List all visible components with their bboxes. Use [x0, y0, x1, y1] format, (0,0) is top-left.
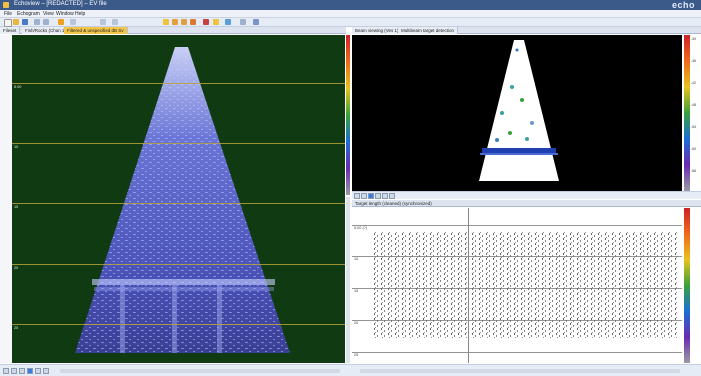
- tab-fish-rocks[interactable]: Fish/Rocks (Chan 1): [22, 27, 71, 34]
- bottom-first-button[interactable]: [3, 368, 9, 374]
- ruler-icon[interactable]: [181, 19, 187, 25]
- depth-line-4: [352, 320, 682, 321]
- tab-filtered-sv[interactable]: Filtered & unspecified dB Sv: [64, 27, 128, 34]
- bottom-stop-button[interactable]: [19, 368, 25, 374]
- cursor-line[interactable]: [468, 208, 469, 363]
- left-tab-strip: Fileset Fish/Rocks (Chan 1) Filtered & u…: [0, 27, 346, 34]
- tab-multibeam-target-detection[interactable]: Multibeam target detection: [398, 27, 459, 34]
- menu-view[interactable]: View: [43, 11, 54, 17]
- menu-help[interactable]: Help: [75, 11, 86, 17]
- range-line-2: [12, 143, 345, 144]
- left-colorbar: [346, 35, 350, 195]
- range-label: 25: [14, 326, 19, 330]
- target-length-echogram[interactable]: 5.00 (?) 10 15 20 25: [352, 208, 682, 363]
- depth-label: 15: [354, 289, 359, 293]
- depth-line-5: [352, 352, 682, 353]
- undo-icon[interactable]: [34, 19, 40, 25]
- zoom-icon[interactable]: [58, 19, 64, 25]
- depth-line-1: [352, 225, 682, 226]
- beam-view-nav: [352, 191, 701, 199]
- nav-next-button[interactable]: [382, 193, 388, 199]
- export-icon[interactable]: [225, 19, 231, 25]
- range-line-4: [12, 264, 345, 265]
- beam-view-panel[interactable]: [352, 35, 682, 191]
- nav-last-button[interactable]: [389, 193, 395, 199]
- right-beam-fan: [479, 40, 559, 181]
- target-length-header: Target length (cleaned) (synchronized): [352, 200, 701, 207]
- left-ping-scale: [0, 35, 12, 363]
- depth-label: 10: [354, 257, 359, 261]
- target-scatter: [372, 232, 677, 338]
- save-icon[interactable]: [22, 19, 28, 25]
- range-label: 5.00: [14, 85, 22, 89]
- horizontal-scrollbar-left[interactable]: [60, 369, 340, 373]
- right-tab-strip: Beam viewing (Ves 1) Multibeam target de…: [352, 27, 701, 34]
- nav-stop-button[interactable]: [375, 193, 381, 199]
- right-colorbar-ticks: -30 -36 -42 -48 -54 -60 -66: [691, 37, 697, 173]
- bottom-next-button[interactable]: [35, 368, 41, 374]
- depth-label: 5.00 (?): [354, 226, 368, 230]
- highlight-icon[interactable]: [163, 19, 169, 25]
- depth-label: 20: [354, 321, 359, 325]
- horizontal-scrollbar-right[interactable]: [360, 369, 680, 373]
- range-line-5: [12, 324, 345, 325]
- toolbar: [0, 18, 701, 27]
- range-label: 20: [14, 266, 19, 270]
- settings-icon[interactable]: [240, 19, 246, 25]
- nav-prev-button[interactable]: [361, 193, 367, 199]
- app-icon: [3, 2, 9, 8]
- menu-echogram[interactable]: Echogram: [17, 11, 40, 17]
- depth-line-2: [352, 256, 682, 257]
- bottom-last-button[interactable]: [43, 368, 49, 374]
- redo-icon[interactable]: [43, 19, 49, 25]
- depth-label: 25: [354, 353, 359, 357]
- bottom-nav-bar: [0, 364, 701, 376]
- left-vertical-scrollbar[interactable]: [346, 197, 350, 363]
- menu-window[interactable]: Window: [56, 11, 74, 17]
- region-icon[interactable]: [112, 19, 118, 25]
- detect-icon[interactable]: [203, 19, 209, 25]
- tab-beam-viewing[interactable]: Beam viewing (Ves 1): [352, 27, 403, 34]
- menu-bar: File Echogram View Window Help: [0, 10, 701, 18]
- brand-logo: echo: [671, 0, 695, 10]
- title-bar: Echoview – [REDACTED] – EV file echo: [0, 0, 701, 10]
- filter-icon[interactable]: [213, 19, 219, 25]
- left-echogram[interactable]: 5.00 10 15 20 25: [12, 35, 345, 363]
- tab-fileset[interactable]: Fileset: [0, 27, 21, 34]
- select-icon[interactable]: [100, 19, 106, 25]
- new-file-icon[interactable]: [4, 19, 12, 27]
- bottom-play-button[interactable]: [27, 368, 33, 374]
- nav-first-button[interactable]: [354, 193, 360, 199]
- menu-file[interactable]: File: [4, 11, 13, 17]
- right-colorbar: [684, 35, 690, 191]
- nav-play-button[interactable]: [368, 193, 374, 199]
- target-icon[interactable]: [190, 19, 196, 25]
- depth-line-3: [352, 288, 682, 289]
- window-title: Echoview – [REDACTED] – EV file: [14, 1, 107, 7]
- bottom-prev-button[interactable]: [11, 368, 17, 374]
- help-icon[interactable]: [253, 19, 259, 25]
- pan-icon[interactable]: [70, 19, 76, 25]
- range-label: 15: [14, 205, 19, 209]
- left-beam-fan: [75, 47, 290, 353]
- range-line-3: [12, 203, 345, 204]
- open-folder-icon[interactable]: [13, 19, 19, 25]
- target-length-title: Target length (cleaned) (synchronized): [355, 201, 432, 206]
- range-label: 10: [14, 145, 19, 149]
- line-tool-icon[interactable]: [172, 19, 178, 25]
- right-bottom-colorbar: [684, 208, 690, 363]
- range-line-1: [12, 83, 345, 84]
